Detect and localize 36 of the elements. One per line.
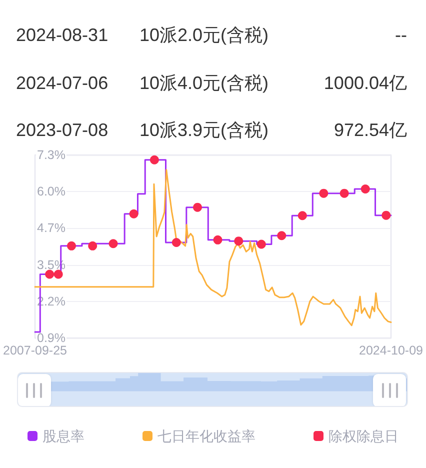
text: 972.54亿	[334, 119, 407, 142]
point	[129, 209, 138, 218]
point	[45, 270, 54, 279]
legend-label: 七日年化收益率	[158, 428, 256, 444]
point	[193, 202, 202, 212]
text: 2024-08-31	[16, 24, 108, 47]
point	[360, 184, 370, 194]
point	[277, 231, 286, 240]
point	[172, 238, 181, 247]
point	[319, 188, 328, 198]
point	[234, 236, 244, 246]
point	[298, 211, 307, 220]
x-tick-label: 2007-09-25	[3, 344, 68, 358]
text: 2023-07-08	[16, 119, 108, 142]
y-tick-label: 0.9%	[37, 331, 66, 345]
point	[340, 188, 349, 198]
text: 1000.04亿	[324, 72, 407, 94]
point	[54, 270, 63, 279]
text: 2024-07-06	[16, 72, 108, 94]
text: 10派3.9元(含税)	[139, 119, 269, 142]
legend-label: 除权除息日	[328, 428, 398, 444]
y-tick-label: 4.7%	[37, 221, 66, 236]
legend-label: 股息率	[42, 428, 84, 444]
point	[88, 241, 98, 250]
point	[108, 239, 118, 248]
y-tick-label: 6.0%	[37, 184, 66, 199]
point	[213, 235, 222, 244]
point	[256, 240, 266, 249]
x-tick-label: 2024-10-09	[359, 344, 424, 358]
point	[67, 241, 76, 250]
point	[382, 210, 391, 220]
text: --	[395, 24, 407, 47]
text: 10派2.0元(含税)	[139, 24, 269, 47]
text: 10派4.0元(含税)	[139, 72, 269, 94]
point	[150, 155, 159, 164]
y-tick-label: 7.3%	[37, 148, 66, 162]
